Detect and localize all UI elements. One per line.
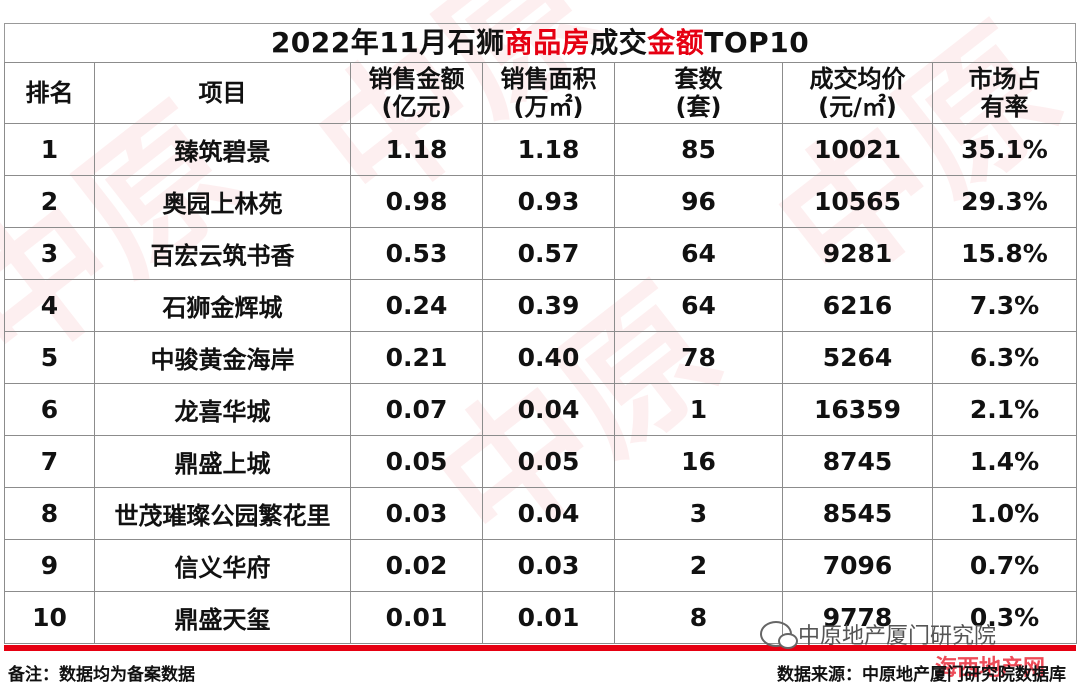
- red-divider: [4, 645, 1076, 651]
- project-cell: 百宏云筑书香: [94, 227, 351, 280]
- avg-price-cell: 16359: [782, 383, 933, 436]
- sales-area-cell: 0.04: [482, 487, 615, 540]
- rank-cell: 4: [4, 279, 95, 332]
- market-share-cell: 0.7%: [932, 539, 1077, 592]
- rank-cell: 5: [4, 331, 95, 384]
- units-cell: 16: [614, 435, 783, 488]
- header-rank: 排名: [4, 62, 95, 124]
- rank-cell: 1: [4, 123, 95, 176]
- market-share-cell: 0.3%: [932, 591, 1077, 644]
- sales-area-cell: 0.93: [482, 175, 615, 228]
- table-row: 4 石狮金辉城 0.24 0.39 64 6216 7.3%: [4, 279, 1077, 332]
- avg-price-cell: 8745: [782, 435, 933, 488]
- sales-amount-cell: 0.03: [350, 487, 483, 540]
- units-cell: 8: [614, 591, 783, 644]
- header-sales-amount: 销售金额 (亿元): [350, 62, 483, 124]
- project-cell: 信义华府: [94, 539, 351, 592]
- sales-area-cell: 1.18: [482, 123, 615, 176]
- rank-cell: 3: [4, 227, 95, 280]
- sales-amount-cell: 0.98: [350, 175, 483, 228]
- units-cell: 2: [614, 539, 783, 592]
- table-row: 1 臻筑碧景 1.18 1.18 85 10021 35.1%: [4, 123, 1077, 176]
- footer-source: 数据来源：中原地产厦门研究院数据库: [777, 665, 1066, 685]
- market-share-cell: 6.3%: [932, 331, 1077, 384]
- project-cell: 鼎盛上城: [94, 435, 351, 488]
- sales-amount-cell: 1.18: [350, 123, 483, 176]
- sales-amount-cell: 0.05: [350, 435, 483, 488]
- project-cell: 石狮金辉城: [94, 279, 351, 332]
- table-row: 9 信义华府 0.02 0.03 2 7096 0.7%: [4, 539, 1077, 592]
- header-units: 套数 (套): [614, 62, 783, 124]
- table-row: 10 鼎盛天玺 0.01 0.01 8 9778 0.3%: [4, 591, 1077, 644]
- wechat-account: 中原地产厦门研究院: [760, 617, 996, 651]
- market-share-cell: 29.3%: [932, 175, 1077, 228]
- avg-price-cell: 9778: [782, 591, 933, 644]
- table-row: 7 鼎盛上城 0.05 0.05 16 8745 1.4%: [4, 435, 1077, 488]
- ranking-sheet: 2022年11月石狮商品房成交金额TOP10 排名 项目 销售金额 (亿元) 销售…: [4, 23, 1077, 651]
- table-row: 6 龙喜华城 0.07 0.04 1 16359 2.1%: [4, 383, 1077, 436]
- sales-area-cell: 0.39: [482, 279, 615, 332]
- sales-amount-cell: 0.53: [350, 227, 483, 280]
- avg-price-cell: 5264: [782, 331, 933, 384]
- rank-cell: 8: [4, 487, 95, 540]
- project-cell: 中骏黄金海岸: [94, 331, 351, 384]
- rank-cell: 10: [4, 591, 95, 644]
- sales-area-cell: 0.04: [482, 383, 615, 436]
- header-row: 排名 项目 销售金额 (亿元) 销售面积 (万㎡) 套数 (套) 成交均价 (元/㎡) …: [4, 62, 1077, 124]
- sales-amount-cell: 0.01: [350, 591, 483, 644]
- header-avg-price: 成交均价 (元/㎡): [782, 62, 933, 124]
- project-cell: 鼎盛天玺: [94, 591, 351, 644]
- rank-cell: 9: [4, 539, 95, 592]
- project-cell: 臻筑碧景: [94, 123, 351, 176]
- project-cell: 龙喜华城: [94, 383, 351, 436]
- sales-amount-cell: 0.07: [350, 383, 483, 436]
- units-cell: 64: [614, 279, 783, 332]
- rank-cell: 6: [4, 383, 95, 436]
- rank-cell: 2: [4, 175, 95, 228]
- table-row: 3 百宏云筑书香 0.53 0.57 64 9281 15.8%: [4, 227, 1077, 280]
- sales-amount-cell: 0.24: [350, 279, 483, 332]
- units-cell: 64: [614, 227, 783, 280]
- project-cell: 奥园上林苑: [94, 175, 351, 228]
- market-share-cell: 7.3%: [932, 279, 1077, 332]
- market-share-cell: 35.1%: [932, 123, 1077, 176]
- units-cell: 96: [614, 175, 783, 228]
- avg-price-cell: 9281: [782, 227, 933, 280]
- header-sales-area: 销售面积 (万㎡): [482, 62, 615, 124]
- rank-cell: 7: [4, 435, 95, 488]
- avg-price-cell: 10021: [782, 123, 933, 176]
- avg-price-cell: 10565: [782, 175, 933, 228]
- sales-area-cell: 0.40: [482, 331, 615, 384]
- site-stamp: 海西地产网: [935, 656, 1046, 681]
- avg-price-cell: 7096: [782, 539, 933, 592]
- avg-price-cell: 6216: [782, 279, 933, 332]
- ranking-table: 排名 项目 销售金额 (亿元) 销售面积 (万㎡) 套数 (套) 成交均价 (元/㎡) …: [4, 62, 1077, 644]
- sales-area-cell: 0.57: [482, 227, 615, 280]
- sales-amount-cell: 0.02: [350, 539, 483, 592]
- avg-price-cell: 8545: [782, 487, 933, 540]
- header-project: 项目: [94, 62, 351, 124]
- units-cell: 1: [614, 383, 783, 436]
- units-cell: 3: [614, 487, 783, 540]
- header-market-share: 市场占 有率: [932, 62, 1077, 124]
- units-cell: 78: [614, 331, 783, 384]
- table-row: 2 奥园上林苑 0.98 0.93 96 10565 29.3%: [4, 175, 1077, 228]
- sales-area-cell: 0.01: [482, 591, 615, 644]
- market-share-cell: 2.1%: [932, 383, 1077, 436]
- table-title: 2022年11月石狮商品房成交金额TOP10: [4, 23, 1076, 62]
- project-cell: 世茂璀璨公园繁花里: [94, 487, 351, 540]
- sales-area-cell: 0.05: [482, 435, 615, 488]
- market-share-cell: 15.8%: [932, 227, 1077, 280]
- footer-note: 备注：数据均为备案数据: [8, 665, 195, 685]
- table-row: 8 世茂璀璨公园繁花里 0.03 0.04 3 8545 1.0%: [4, 487, 1077, 540]
- sales-amount-cell: 0.21: [350, 331, 483, 384]
- units-cell: 85: [614, 123, 783, 176]
- table-row: 5 中骏黄金海岸 0.21 0.40 78 5264 6.3%: [4, 331, 1077, 384]
- sales-area-cell: 0.03: [482, 539, 615, 592]
- market-share-cell: 1.0%: [932, 487, 1077, 540]
- footer: 备注：数据均为备案数据 数据来源：中原地产厦门研究院数据库: [0, 656, 1080, 685]
- wechat-icon: [760, 621, 798, 649]
- market-share-cell: 1.4%: [932, 435, 1077, 488]
